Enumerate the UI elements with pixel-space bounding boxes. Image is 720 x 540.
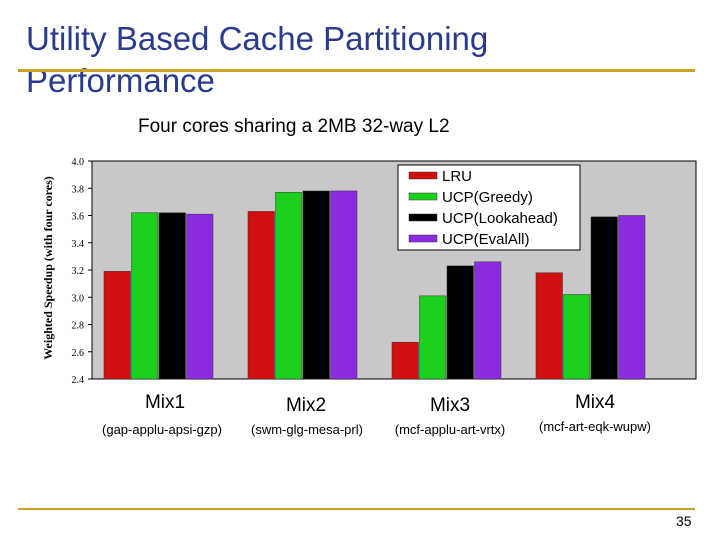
y-tick-label: 4.0 bbox=[72, 157, 85, 168]
bar-ucp-evalall--mix3 bbox=[474, 261, 502, 380]
bar-ucp-evalall--mix2 bbox=[330, 190, 358, 380]
category-label: Mix4 bbox=[575, 392, 616, 413]
category-detail: (gap-applu-apsi-gzp) bbox=[102, 422, 222, 437]
bar-ucp-lookahead--mix4 bbox=[590, 216, 618, 380]
category-detail: (mcf-art-eqk-wupw) bbox=[539, 419, 651, 434]
bar-ucp-evalall--mix4 bbox=[618, 215, 646, 380]
y-tick-label: 3.0 bbox=[72, 293, 85, 304]
legend-swatch-ucp-greedy- bbox=[408, 192, 438, 201]
legend-label: UCP(EvalAll) bbox=[442, 231, 530, 248]
bar-lru-mix3 bbox=[391, 341, 419, 380]
legend-label: UCP(Greedy) bbox=[442, 189, 533, 206]
y-axis-label: Weighted Speedup (with four cores) bbox=[41, 176, 55, 360]
bar-ucp-lookahead--mix1 bbox=[158, 212, 186, 380]
bar-ucp-greedy--mix3 bbox=[419, 295, 447, 380]
legend-label: LRU bbox=[442, 168, 472, 185]
legend-label: UCP(Lookahead) bbox=[442, 210, 558, 227]
slide-title-line2: Performance bbox=[26, 62, 215, 99]
y-tick-label: 3.8 bbox=[72, 184, 85, 195]
y-tick-label: 3.2 bbox=[72, 266, 85, 277]
category-label: Mix1 bbox=[145, 392, 185, 413]
title-divider bbox=[18, 69, 695, 72]
y-tick-label: 3.4 bbox=[72, 239, 85, 250]
slide-title: Utility Based Cache Partitioning Perform… bbox=[26, 18, 488, 102]
page-number: 35 bbox=[676, 513, 692, 529]
legend-swatch-ucp-lookahead- bbox=[408, 213, 438, 222]
category-label: Mix3 bbox=[430, 395, 470, 416]
category-detail: (swm-glg-mesa-prl) bbox=[251, 422, 363, 437]
bar-ucp-evalall--mix1 bbox=[186, 213, 214, 380]
y-tick-label: 2.4 bbox=[72, 375, 85, 386]
slide-title-line1: Utility Based Cache Partitioning bbox=[26, 20, 489, 57]
legend-swatch-lru bbox=[408, 171, 438, 180]
y-tick-label: 3.6 bbox=[72, 212, 85, 223]
bar-ucp-greedy--mix2 bbox=[275, 192, 303, 380]
bar-lru-mix4 bbox=[535, 272, 563, 380]
bar-ucp-lookahead--mix3 bbox=[446, 265, 474, 380]
y-tick-label: 2.8 bbox=[72, 321, 85, 332]
y-tick-label: 2.6 bbox=[72, 348, 85, 359]
chart-subtitle: Four cores sharing a 2MB 32-way L2 bbox=[138, 116, 450, 137]
category-detail: (mcf-applu-art-vrtx) bbox=[395, 422, 506, 437]
legend-swatch-ucp-evalall- bbox=[408, 234, 438, 243]
bar-lru-mix2 bbox=[247, 211, 275, 380]
category-label: Mix2 bbox=[286, 395, 326, 416]
bar-ucp-greedy--mix4 bbox=[563, 294, 591, 380]
bar-lru-mix1 bbox=[103, 271, 131, 380]
bar-ucp-lookahead--mix2 bbox=[302, 190, 330, 380]
footer-divider bbox=[18, 508, 695, 510]
bar-ucp-greedy--mix1 bbox=[131, 212, 159, 380]
